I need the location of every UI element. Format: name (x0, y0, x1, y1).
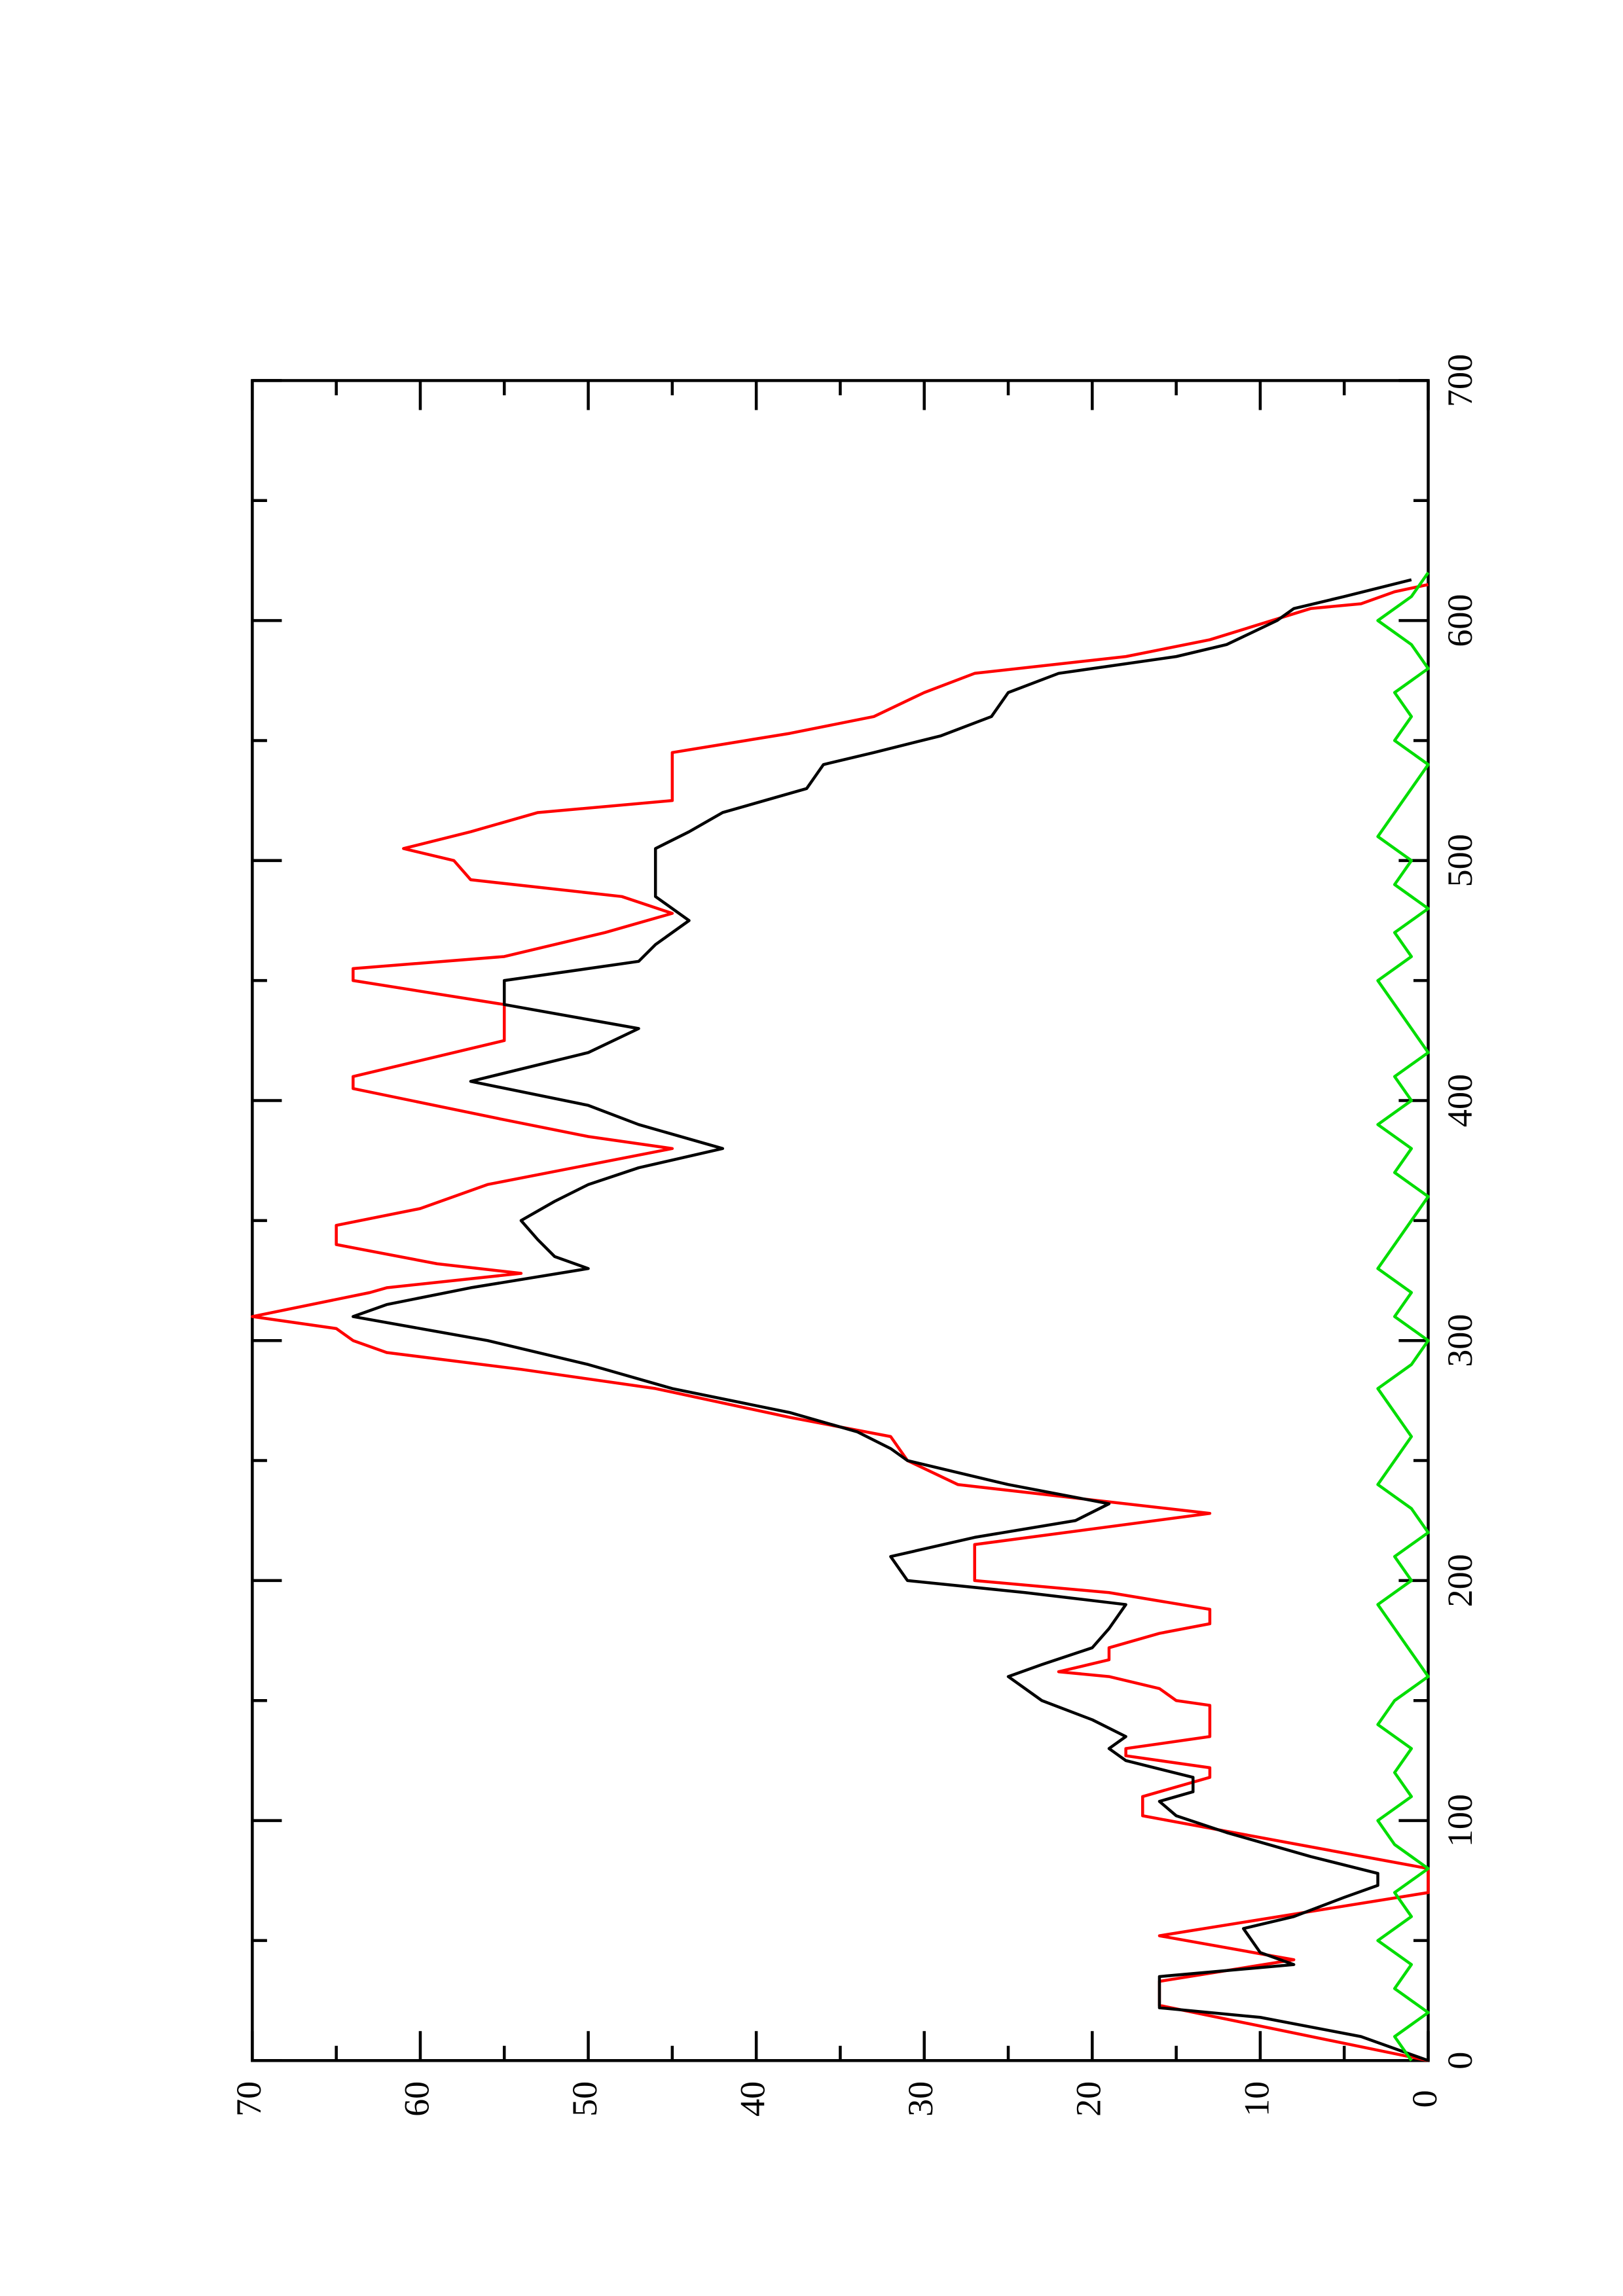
data-line (251, 583, 1430, 2062)
x-tick-label: 500 (1440, 834, 1480, 887)
y-tick-label: 40 (733, 2081, 773, 2117)
y-tick-label: 70 (229, 2081, 268, 2117)
x-tick-label: 100 (1440, 1794, 1480, 1847)
y-tick-label: 0 (1405, 2090, 1444, 2108)
data-line (1376, 571, 1430, 2062)
y-tick-label: 20 (1069, 2081, 1108, 2117)
x-tick-label: 400 (1440, 1074, 1480, 1127)
x-tick-label: 0 (1440, 2052, 1480, 2070)
y-tick-label: 50 (565, 2081, 604, 2117)
x-tick-label: 600 (1440, 594, 1480, 647)
x-tick-label: 700 (1440, 354, 1480, 407)
y-tick-label: 60 (397, 2081, 436, 2117)
plot-group: 0 100 200 300 400 500 600 700 0 10 20 30 40 50 60 70 (229, 354, 1480, 2117)
y-tick-label: 10 (1237, 2081, 1276, 2117)
y-tick-label: 30 (901, 2081, 940, 2117)
x-tick-label: 200 (1440, 1554, 1480, 1607)
x-tick-label: 300 (1440, 1314, 1480, 1367)
data-line (352, 578, 1429, 2062)
